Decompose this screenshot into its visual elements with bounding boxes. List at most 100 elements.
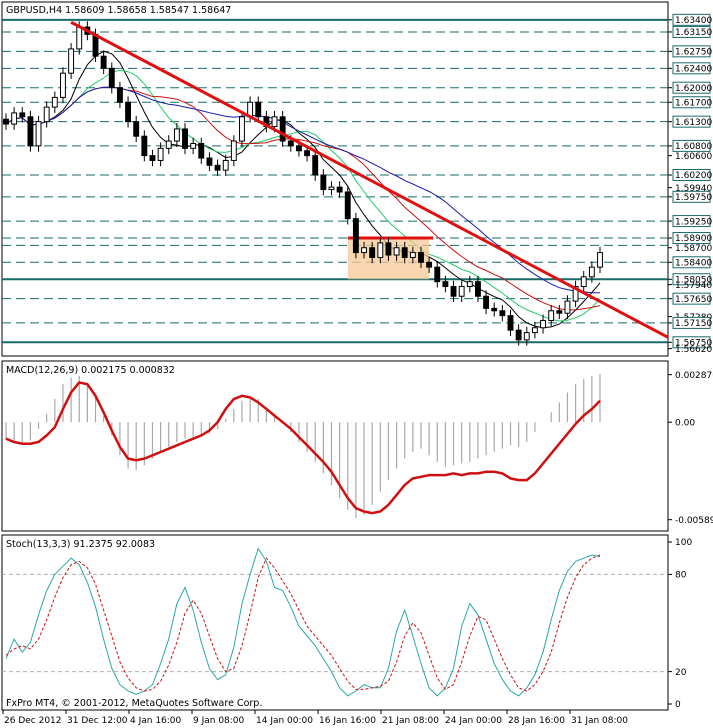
price-tick-label: 1.62750 xyxy=(675,48,712,58)
candle-body xyxy=(523,332,530,341)
time-tick-label: 28 Jan 16:00 xyxy=(508,716,565,726)
moving-average-line xyxy=(5,69,601,322)
price-label-box xyxy=(672,256,711,269)
price-label-box xyxy=(672,292,711,305)
price-tick-label: 1.58900 xyxy=(675,234,712,244)
price-label-box xyxy=(672,273,711,286)
candle-body xyxy=(3,118,9,125)
price-label-box xyxy=(672,13,711,26)
macd-tick-label: 0.00 xyxy=(675,418,695,428)
stoch-signal-line xyxy=(5,554,601,692)
price-tick-label: 1.59750 xyxy=(675,193,712,203)
time-axis: 26 Dec 2012 31 Dec 12:00 4 Jan 16:00 9 Jan … xyxy=(2,710,628,726)
candle-body xyxy=(418,252,424,263)
candle-body xyxy=(458,286,465,297)
price-tick-label: 1.56620 xyxy=(675,345,712,355)
price-tick-label: 1.61300 xyxy=(675,118,712,128)
candle-body xyxy=(19,112,26,118)
time-tick-label: 4 Jan 16:00 xyxy=(130,716,182,726)
candle-body xyxy=(588,266,595,278)
stoch-tick-label: 0 xyxy=(675,700,681,710)
candle-body xyxy=(190,142,197,149)
time-tick-label: 31 Dec 12:00 xyxy=(67,716,128,726)
candle-body xyxy=(35,121,42,147)
price-tick-label: 1.63150 xyxy=(675,28,712,38)
candle-body xyxy=(173,128,180,142)
stoch-tick-label: 80 xyxy=(675,571,687,581)
candle-body xyxy=(100,55,107,69)
candle-body xyxy=(133,121,140,137)
candle-body xyxy=(206,157,213,166)
candle-body xyxy=(108,67,115,89)
macd-signal-line xyxy=(5,381,601,515)
stoch-title: Stoch(13,3,3) 91.2375 92.0083 xyxy=(6,539,155,550)
candle-body xyxy=(328,186,335,191)
candle-body xyxy=(377,242,384,258)
price-tick-label: 1.57150 xyxy=(675,319,712,329)
stoch-levels xyxy=(2,573,668,673)
price-tick-label: 1.57650 xyxy=(675,295,712,305)
candle-body xyxy=(466,281,473,288)
time-tick-label: 16 Jan 16:00 xyxy=(319,716,376,726)
stoch-lines xyxy=(5,547,601,697)
candle-body xyxy=(295,145,302,152)
price-tick-label: 1.59250 xyxy=(675,217,712,227)
candle-body xyxy=(51,96,58,108)
candle-body xyxy=(125,101,131,123)
price-label-box xyxy=(672,168,711,181)
price-panel-title: GBPUSD,H4 1.58609 1.58658 1.58547 1.5864… xyxy=(6,5,231,16)
stoch-panel: 100 80 20 0 Stoch(13,3,3) 91.2375 92.0083 F… xyxy=(1,534,692,711)
candle-body xyxy=(198,142,205,159)
candle-body xyxy=(336,186,343,193)
candle-body xyxy=(182,128,188,149)
candle-body xyxy=(409,252,416,258)
price-tick-label: 1.60600 xyxy=(675,152,712,162)
candle-body xyxy=(141,135,148,157)
price-label-box xyxy=(672,62,711,75)
price-tick-label: 1.58050 xyxy=(675,275,712,285)
price-label-box xyxy=(672,215,711,228)
stoch-tick-label: 20 xyxy=(675,668,687,678)
candle-body xyxy=(442,281,449,288)
candle-body xyxy=(60,72,66,98)
candle-body xyxy=(27,116,34,147)
price-tick-label: 1.63400 xyxy=(675,16,712,26)
price-label-box xyxy=(672,25,711,38)
candle-body xyxy=(312,155,319,176)
candle-body xyxy=(279,116,286,142)
candle-body xyxy=(76,26,83,50)
stoch-tick-label: 100 xyxy=(675,538,692,548)
macd-axis: 0.002876 0.00 -0.005896 xyxy=(668,371,713,526)
candle-body xyxy=(434,266,441,283)
candle-body xyxy=(214,164,221,171)
macd-tick-label: 0.002876 xyxy=(675,371,713,381)
candle-body xyxy=(320,174,327,191)
time-tick-label: 14 Jan 00:00 xyxy=(256,716,313,726)
candle-body xyxy=(304,150,311,157)
candle-body xyxy=(580,276,587,288)
candle-body xyxy=(43,106,50,123)
price-tick-label: 1.57940 xyxy=(675,281,712,291)
price-tick-label: 1.56750 xyxy=(675,339,712,349)
price-label-box xyxy=(672,190,711,203)
price-label-box xyxy=(672,232,711,245)
candle-body xyxy=(222,159,229,171)
candle-body xyxy=(11,112,18,125)
candle-body xyxy=(401,247,408,258)
candle-body xyxy=(597,252,603,268)
stoch-panel-frame xyxy=(1,534,669,711)
candle-body xyxy=(239,116,245,142)
candle-body xyxy=(157,147,164,161)
candle-body xyxy=(556,310,563,314)
time-tick-label: 26 Dec 2012 xyxy=(4,716,62,726)
price-tick-label: 1.62000 xyxy=(675,84,712,94)
candle-body xyxy=(515,329,522,341)
candle-body xyxy=(548,310,555,321)
macd-title: MACD(12,26,9) 0.002175 0.000832 xyxy=(6,365,175,376)
price-tick-label: 1.62400 xyxy=(675,65,712,75)
candle-body xyxy=(475,281,481,297)
stoch-axis: 100 80 20 0 xyxy=(668,538,692,710)
candle-body xyxy=(149,155,156,161)
price-panel: 1.63400 1.63150 1.62750 1.62400 1.62000 1.617… xyxy=(1,1,712,357)
